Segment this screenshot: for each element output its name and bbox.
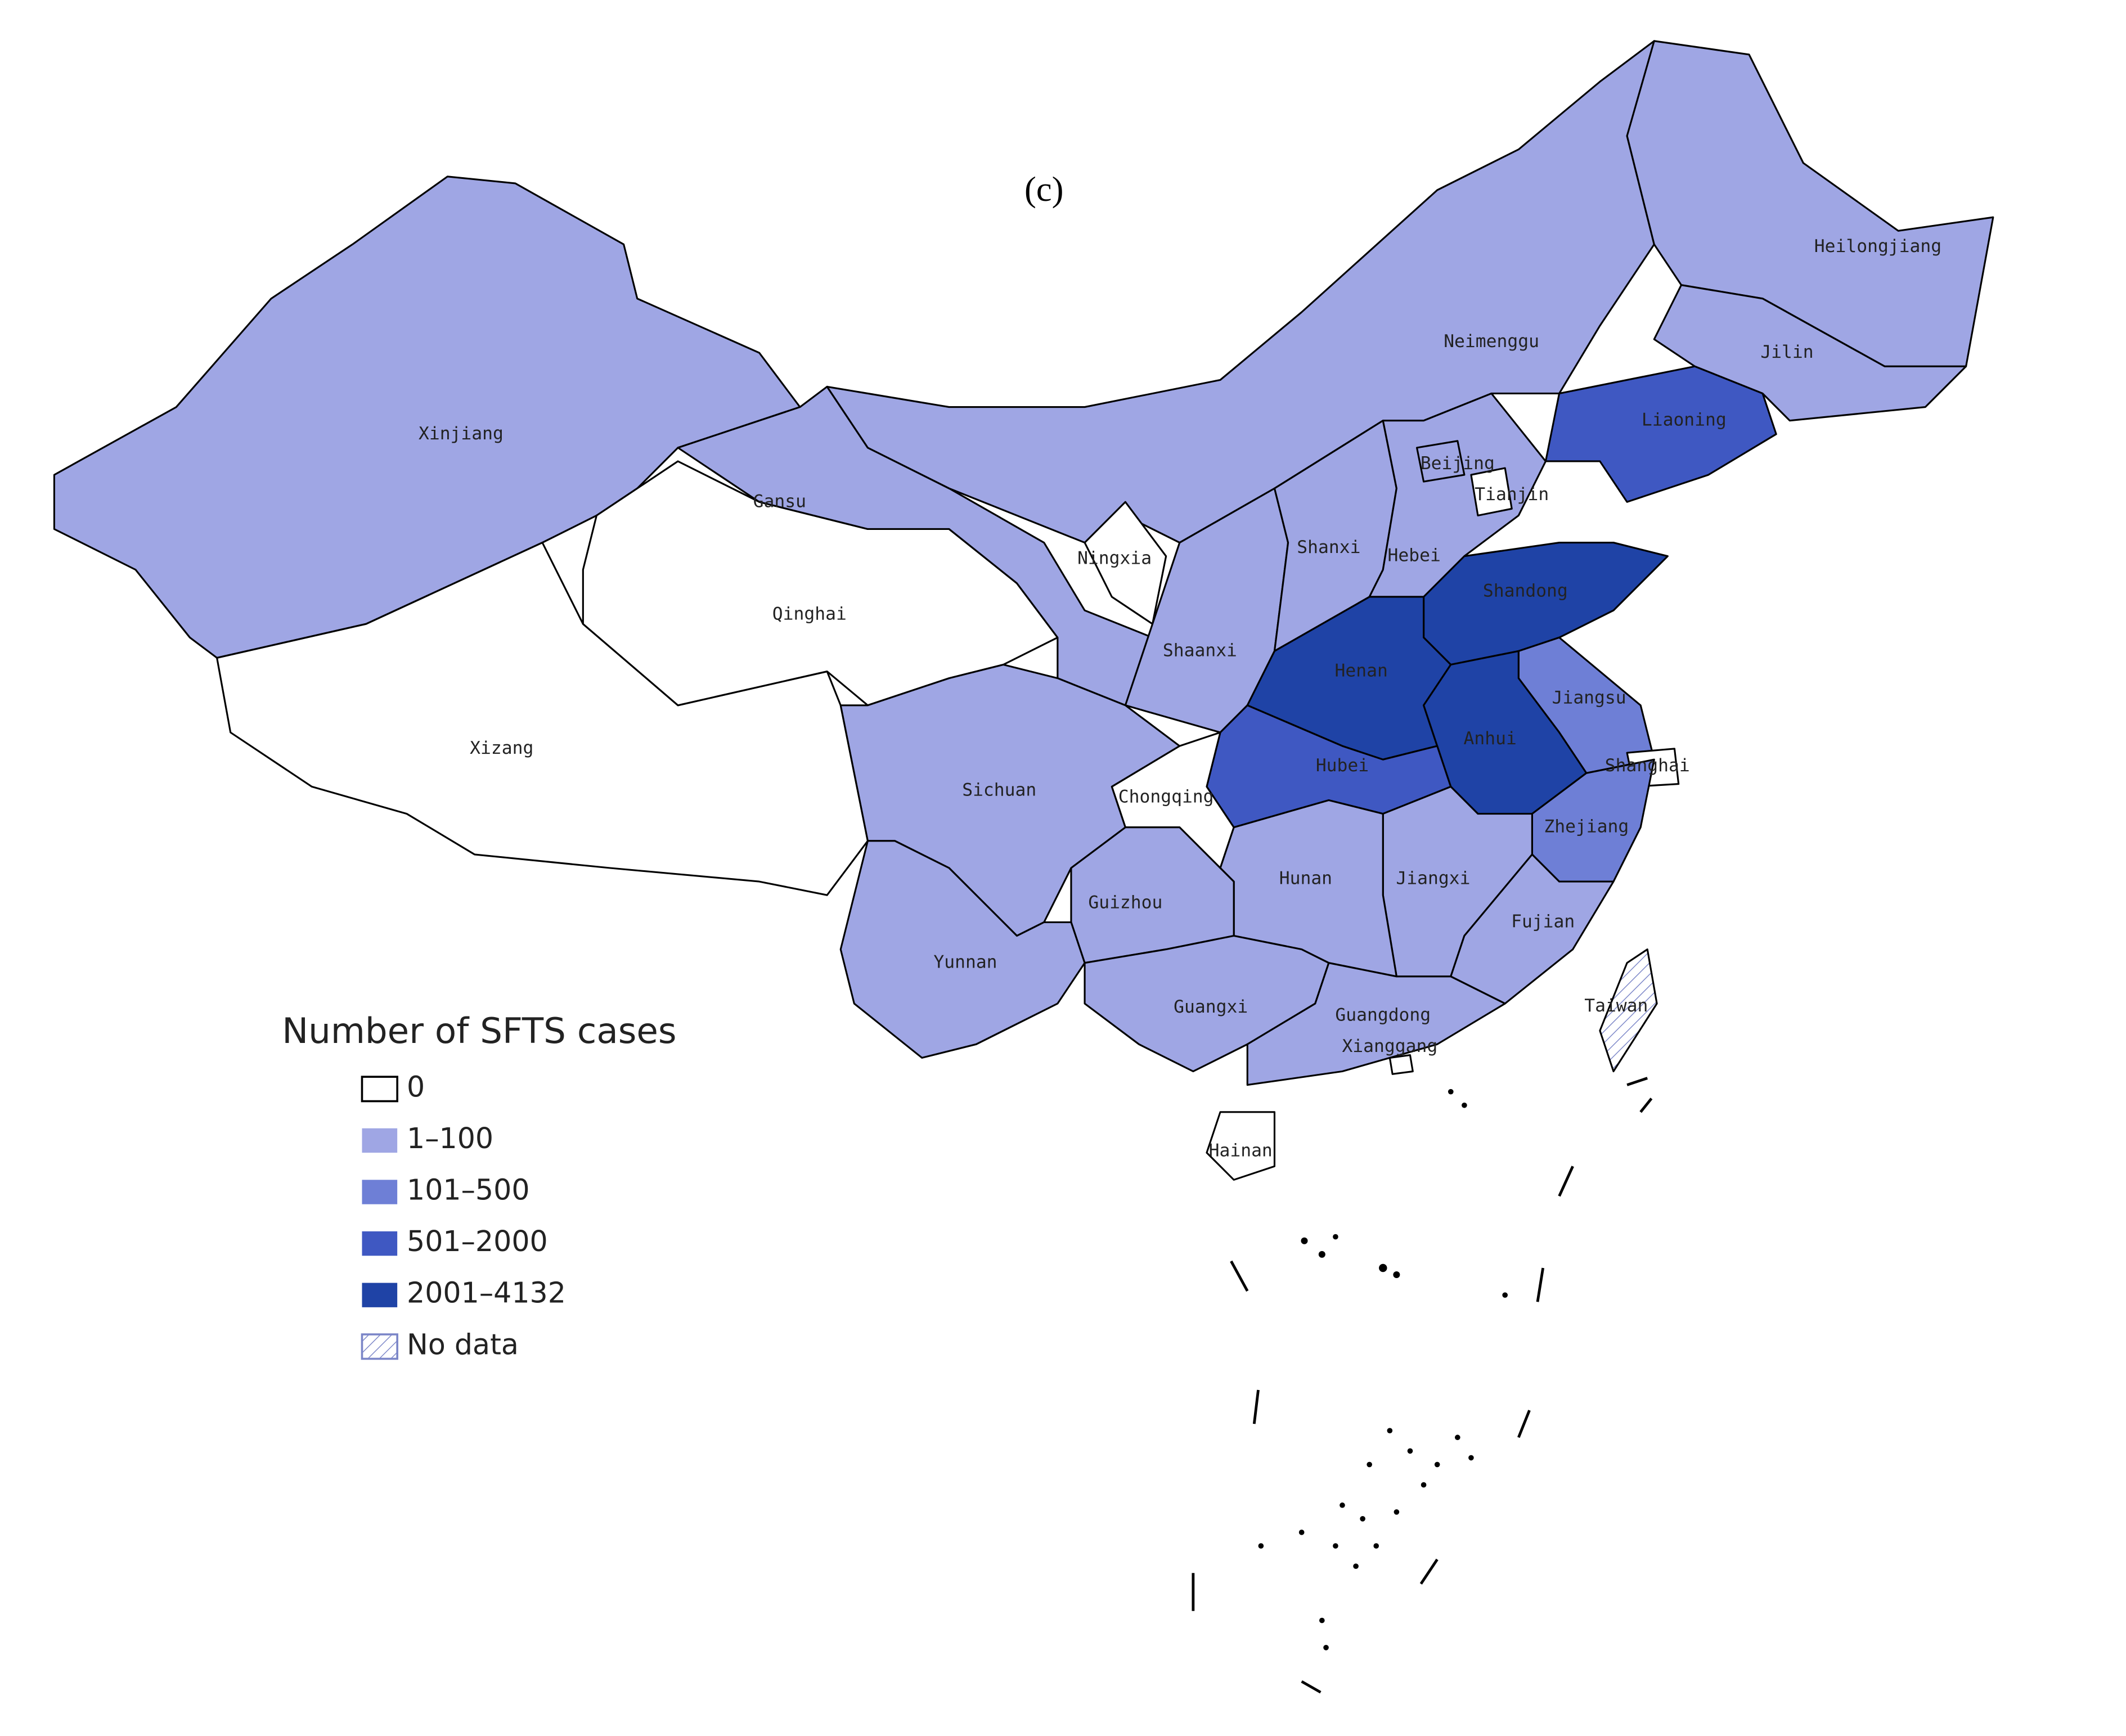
map-title: (c) — [1024, 169, 1064, 209]
region — [1388, 1054, 1414, 1075]
region-label: Heilongjiang — [1814, 236, 1941, 257]
region — [216, 542, 869, 896]
region-label: Xizang — [470, 738, 533, 758]
legend-label: 0 — [407, 1070, 425, 1103]
region-label: Guizhou — [1088, 893, 1162, 913]
legend-label: 1–100 — [407, 1122, 493, 1155]
region-label: Liaoning — [1642, 410, 1727, 430]
legend-label: No data — [407, 1328, 519, 1361]
region — [826, 40, 1696, 544]
region-label: Xianggang — [1342, 1036, 1437, 1056]
region — [1084, 501, 1167, 625]
islands — [1192, 1077, 1653, 1694]
region-label: Henan — [1335, 661, 1388, 681]
region-label: Tianjin — [1475, 484, 1549, 505]
region-label: Taiwan — [1584, 996, 1648, 1016]
region-label: Jiangsu — [1552, 688, 1626, 708]
region-label: Hebei — [1388, 546, 1441, 566]
region — [1470, 467, 1513, 516]
region-label: Anhui — [1464, 728, 1517, 749]
region-label: Shaanxi — [1163, 640, 1237, 660]
legend-label: 501–2000 — [407, 1225, 548, 1258]
region-label: Shanghai — [1605, 755, 1690, 776]
region-label: Shandong — [1483, 581, 1568, 601]
region-label: Qinghai — [772, 604, 847, 624]
region-label: Yunnan — [933, 952, 997, 973]
region-label: Chongqing — [1118, 787, 1214, 807]
region-label: Neimenggu — [1444, 331, 1539, 352]
region-label: Beijing — [1421, 453, 1495, 474]
region — [1599, 948, 1658, 1073]
legend-swatch — [362, 1128, 398, 1153]
region-label: Sichuan — [962, 780, 1036, 800]
region — [1206, 1111, 1276, 1181]
legend: 0 1–100 101–500 501–2000 2001–4132 No data — [361, 1070, 566, 1361]
region-label: Zhejiang — [1544, 817, 1629, 837]
region — [1653, 284, 1967, 422]
region-label: Ningxia — [1077, 548, 1152, 569]
legend-swatch — [362, 1231, 398, 1256]
regions — [53, 40, 1994, 1181]
legend-label: 101–500 — [407, 1173, 530, 1207]
legend-swatch — [362, 1283, 398, 1307]
region-label: Jiangxi — [1396, 868, 1470, 888]
region-label: Hainan — [1209, 1141, 1273, 1161]
region-label: Hubei — [1316, 755, 1369, 776]
region — [1544, 365, 1777, 503]
legend-title: Number of SFTS cases — [282, 1010, 676, 1051]
region-label: Guangdong — [1335, 1005, 1431, 1026]
region-label: Gansu — [753, 491, 806, 511]
region-label: Shanxi — [1297, 537, 1360, 557]
labels: Xinjiang Xizang Qinghai Gansu Neimenggu Heilo… — [419, 236, 1941, 1161]
legend-swatch — [361, 1333, 398, 1360]
legend-swatch — [361, 1076, 398, 1103]
region-label: Xinjiang — [419, 424, 504, 444]
region-label: Jilin — [1760, 342, 1813, 362]
region-label: Guangxi — [1174, 997, 1248, 1017]
region — [1415, 440, 1466, 483]
legend-label: 2001–4132 — [407, 1276, 566, 1310]
legend-swatch — [362, 1180, 398, 1204]
region-label: Fujian — [1511, 911, 1575, 932]
region-label: Hunan — [1279, 868, 1332, 888]
